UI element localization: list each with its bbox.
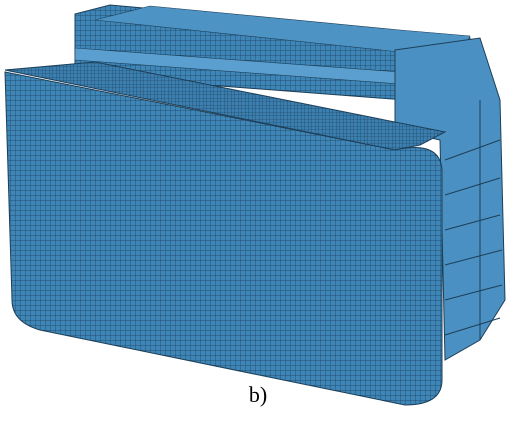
model bbox=[5, 5, 505, 405]
caption: b) bbox=[249, 382, 267, 407]
figure: b) bbox=[0, 0, 516, 418]
